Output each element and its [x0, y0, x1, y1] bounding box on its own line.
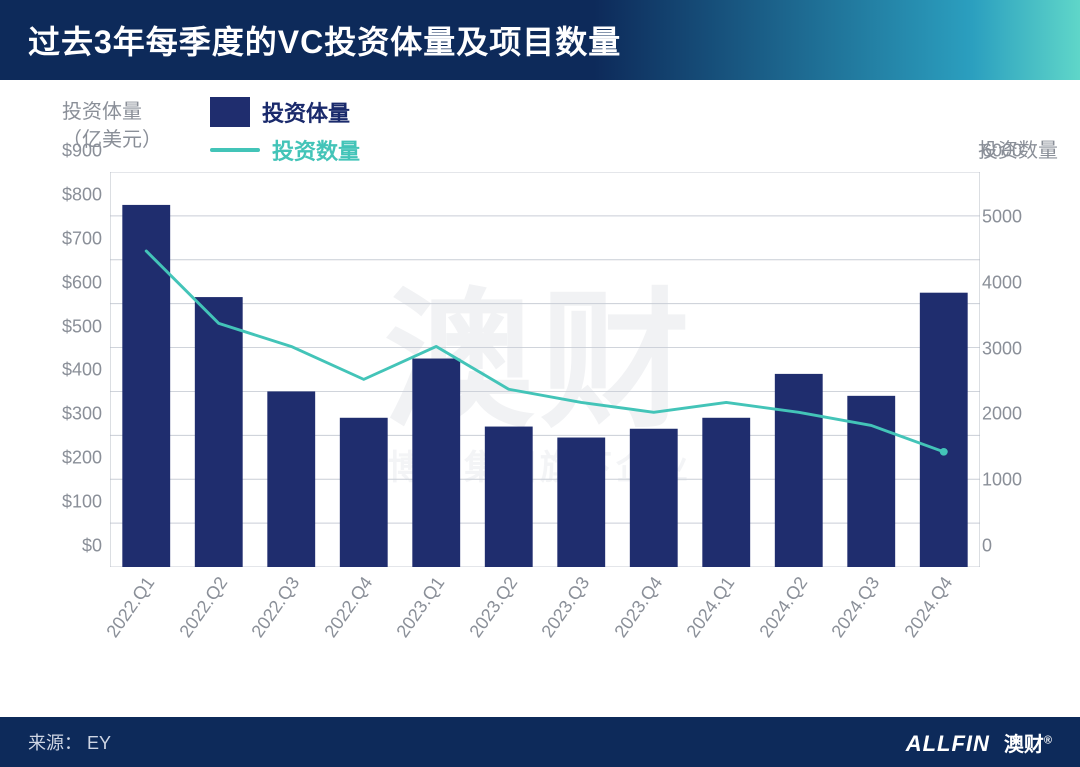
legend: 投资体量 投资数量 [210, 96, 360, 166]
source-label: 来源： [28, 733, 82, 753]
brand-en: ALLFIN [906, 731, 990, 757]
chart-area: 澳财 博满集团旗下企业 投资体量 （亿美元） 投资数量 投资体量 投资数量 $0… [0, 80, 1080, 717]
left-y-tick: $700 [22, 228, 102, 249]
legend-label-line: 投资数量 [272, 134, 360, 166]
x-ticks: 2022.Q12022.Q22022.Q32022.Q42023.Q12023.… [110, 573, 980, 681]
plot-svg [110, 172, 980, 567]
right-y-tick: 4000 [982, 272, 1062, 293]
y-left-ticks: $0$100$200$300$400$500$600$700$800$900 [22, 172, 102, 567]
left-y-tick: $500 [22, 316, 102, 337]
left-y-tick: $0 [22, 536, 102, 557]
chart-title: 过去3年每季度的VC投资体量及项目数量 [28, 17, 621, 63]
footer-bar: 来源： EY ALLFIN 澳财® [0, 717, 1080, 767]
left-y-tick: $200 [22, 448, 102, 469]
left-y-tick: $100 [22, 492, 102, 513]
source-text: 来源： EY [28, 729, 111, 755]
right-y-tick: 5000 [982, 206, 1062, 227]
legend-label-bar: 投资体量 [262, 96, 350, 128]
left-y-tick: $400 [22, 360, 102, 381]
brand-cn: 澳财® [1004, 728, 1052, 757]
source-value: EY [87, 733, 111, 753]
left-y-tick: $900 [22, 141, 102, 162]
right-y-tick: 6000 [982, 141, 1062, 162]
brand-reg-mark: ® [1044, 734, 1052, 746]
page-root: 过去3年每季度的VC投资体量及项目数量 澳财 博满集团旗下企业 投资体量 （亿美… [0, 0, 1080, 767]
y-left-axis-title-line1: 投资体量 [62, 98, 162, 126]
right-y-tick: 1000 [982, 470, 1062, 491]
left-y-tick: $300 [22, 404, 102, 425]
right-y-tick: 2000 [982, 404, 1062, 425]
right-y-tick: 3000 [982, 338, 1062, 359]
plot-wrap [110, 172, 980, 567]
y-right-ticks: 0100020003000400050006000 [982, 172, 1062, 567]
legend-swatch-line [210, 148, 260, 152]
title-bar: 过去3年每季度的VC投资体量及项目数量 [0, 0, 1080, 80]
legend-item-bar: 投资体量 [210, 96, 360, 128]
brand-cn-text: 澳财 [1004, 734, 1044, 756]
right-y-tick: 0 [982, 536, 1062, 557]
left-y-tick: $600 [22, 272, 102, 293]
brand-block: ALLFIN 澳财® [906, 728, 1052, 757]
left-y-tick: $800 [22, 184, 102, 205]
legend-swatch-bar [210, 97, 250, 127]
legend-item-line: 投资数量 [210, 134, 360, 166]
